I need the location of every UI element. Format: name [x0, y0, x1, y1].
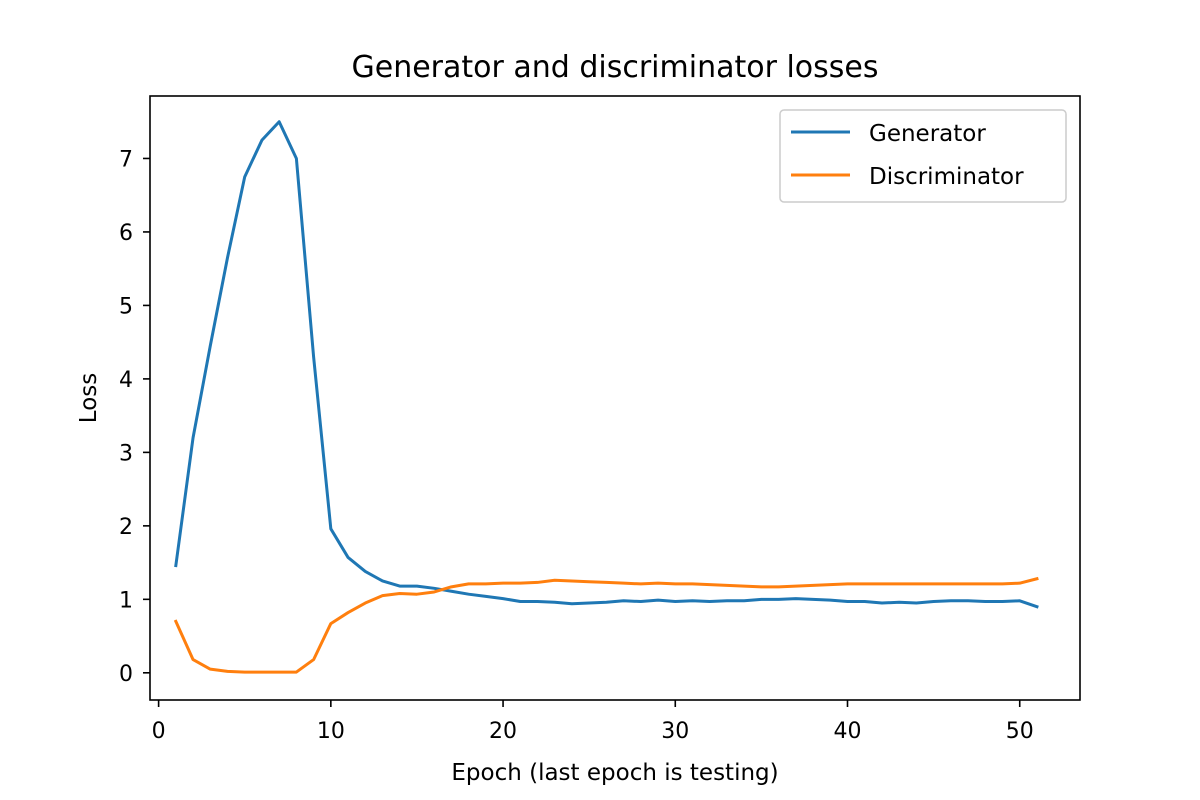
chart-title: Generator and discriminator losses — [351, 50, 878, 85]
x-axis-label: Epoch (last epoch is testing) — [451, 760, 778, 786]
x-tick-label: 50 — [1006, 719, 1034, 744]
y-tick-label: 0 — [119, 662, 133, 687]
x-tick-label: 10 — [317, 719, 345, 744]
y-tick-label: 7 — [119, 147, 133, 172]
y-tick-label: 2 — [119, 515, 133, 540]
legend: Generator Discriminator — [779, 109, 1067, 203]
y-tick-label: 3 — [119, 441, 133, 466]
plot-frame — [149, 95, 1081, 701]
y-tick-label: 1 — [119, 588, 133, 613]
plot-area — [173, 120, 1039, 674]
x-axis: 0 10 20 30 40 50 — [152, 700, 1034, 744]
y-tick-label: 4 — [119, 368, 133, 393]
discriminator-line — [173, 576, 1039, 674]
y-axis-label: Loss — [76, 373, 102, 423]
legend-discriminator-label: Discriminator — [869, 164, 1024, 190]
x-tick-label: 0 — [152, 719, 166, 744]
legend-box — [779, 109, 1067, 203]
y-tick-label: 6 — [119, 221, 133, 246]
x-tick-label: 20 — [489, 719, 517, 744]
legend-generator-label: Generator — [869, 121, 986, 147]
y-tick-label: 5 — [119, 294, 133, 319]
x-tick-label: 30 — [661, 719, 689, 744]
generator-line — [174, 120, 1039, 609]
x-tick-label: 40 — [834, 719, 862, 744]
y-axis: 0 1 2 3 4 5 6 7 — [119, 147, 150, 687]
